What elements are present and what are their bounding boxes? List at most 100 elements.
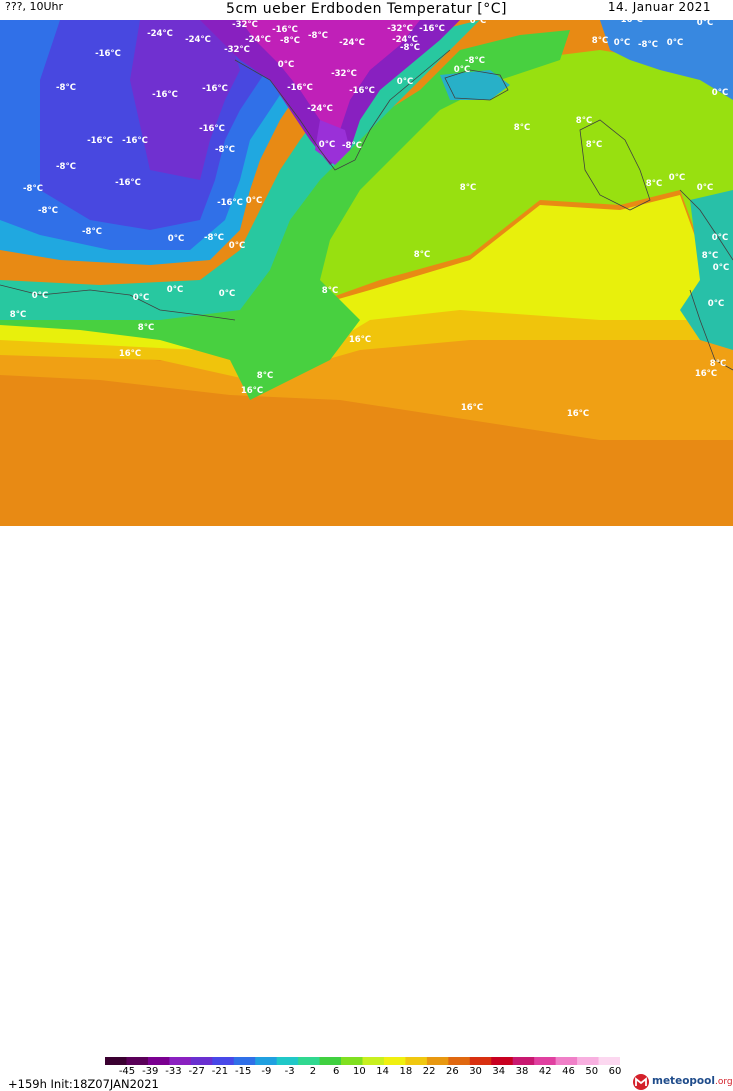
- temperature-label: 8°C: [646, 179, 662, 189]
- temperature-label: -8°C: [56, 162, 76, 172]
- coastline-iberia: [689, 289, 733, 371]
- iceland-cold: [440, 70, 510, 100]
- temperature-label: -8°C: [638, 40, 658, 50]
- valid-time-label: ???, 10Uhr: [5, 0, 64, 13]
- temperature-label: -24°C: [185, 35, 211, 45]
- logo-brand: meteopool: [652, 1075, 715, 1087]
- color-scale-tick-label: 46: [562, 1066, 575, 1077]
- color-scale-swatch: [577, 1057, 600, 1065]
- color-scale-swatch: [362, 1057, 385, 1065]
- temperature-label: 8°C: [576, 116, 592, 126]
- temperature-label: -8°C: [342, 141, 362, 151]
- coastline-british-isles: [579, 119, 651, 211]
- color-scale-swatch: [405, 1057, 428, 1065]
- color-scale-tick-label: 38: [515, 1066, 529, 1077]
- color-scale-tick-label: 34: [492, 1066, 506, 1077]
- color-scale-tick-label: 42: [538, 1066, 552, 1077]
- coastline-iceland: [444, 69, 509, 101]
- temperature-label: -8°C: [280, 36, 300, 46]
- temperature-label: 16°C: [567, 409, 589, 419]
- meteopool-logo-text: meteopool.org: [652, 1073, 733, 1090]
- zone-minus21c: [130, 20, 240, 180]
- temperature-label: -16°C: [217, 198, 243, 208]
- temperature-label: 0°C: [278, 60, 294, 70]
- temperature-label: -24°C: [245, 35, 271, 45]
- coastlines: [0, 49, 733, 371]
- temperature-label: 8°C: [592, 36, 608, 46]
- temperature-label: 8°C: [10, 310, 26, 320]
- color-scale-swatch: [147, 1057, 170, 1065]
- color-scale-tick-label: 30: [469, 1066, 482, 1077]
- color-scale-swatch: [255, 1057, 278, 1065]
- map-header: ???, 10Uhr 5cm ueber Erdboden Temperatur…: [0, 0, 733, 20]
- temperature-label: -32°C: [331, 69, 357, 79]
- temperature-label: 0°C: [219, 289, 235, 299]
- greenland-south-tip: [315, 120, 350, 165]
- temperature-label: -16°C: [272, 25, 298, 35]
- color-scale-swatch: [383, 1057, 406, 1065]
- temperature-label: 0°C: [168, 234, 184, 244]
- temperature-label: -16°C: [152, 90, 178, 100]
- temperature-label: -16°C: [349, 86, 375, 96]
- color-scale-swatch: [298, 1057, 321, 1065]
- temperature-label: -8°C: [308, 31, 328, 41]
- temperature-labels: -24°C-32°C -16°C-24°C -24°C -8°C -8°C-32°C-2…: [10, 20, 729, 419]
- temperature-label: -32°C: [232, 20, 258, 30]
- temperature-label: 0°C: [167, 285, 183, 295]
- model-run-info: +159h Init:18Z07JAN2021: [8, 1077, 159, 1091]
- temperature-label: -16°C: [115, 178, 141, 188]
- temperature-label: 8°C: [414, 250, 430, 260]
- color-scale-swatch: [276, 1057, 299, 1065]
- europe-coast: [680, 190, 733, 350]
- color-scale-tick-label: 26: [445, 1066, 459, 1077]
- color-scale-tick-label: -15: [235, 1066, 252, 1077]
- temperature-label: 0°C: [32, 291, 48, 301]
- temperature-label: 8°C: [514, 123, 530, 133]
- temperature-label: -16°C: [95, 49, 121, 59]
- temperature-label: 0°C: [712, 88, 728, 98]
- temperature-label: 0°C: [454, 65, 470, 75]
- color-scale-tick-label: -33: [165, 1066, 182, 1077]
- temperature-label: -8°C: [82, 227, 102, 237]
- color-scale-swatch: [555, 1057, 578, 1065]
- color-scale-swatch: [319, 1057, 342, 1065]
- temperature-label: -16°C: [122, 136, 148, 146]
- temperature-label: -16°C: [202, 84, 228, 94]
- color-scale-tick-label: 2: [309, 1066, 317, 1077]
- color-scale-tick-label: 50: [585, 1066, 599, 1077]
- temperature-label: -24°C: [392, 35, 418, 45]
- meteopool-logo-icon: [633, 1074, 649, 1090]
- color-scale-swatch: [512, 1057, 535, 1065]
- temperature-label: 0°C: [470, 20, 486, 26]
- zone-8c: [0, 50, 733, 325]
- color-scale-tick-label: 6: [332, 1066, 340, 1077]
- temperature-label: 0°C: [229, 241, 245, 251]
- color-scale-swatch: [426, 1057, 449, 1065]
- temperature-label: -8°C: [215, 145, 235, 155]
- temperature-label: -16°C: [199, 124, 225, 134]
- zone-10c: [0, 195, 733, 365]
- color-scale-swatch: [212, 1057, 235, 1065]
- color-scale-tick-label: -3: [284, 1066, 295, 1077]
- temperature-map: -24°C-32°C -16°C-24°C -24°C -8°C -8°C-32°C-2…: [0, 20, 733, 526]
- color-scale-tick-label: 22: [422, 1066, 436, 1077]
- temperature-label: 16°C: [695, 369, 717, 379]
- color-scale-swatch: [491, 1057, 514, 1065]
- temperature-label: -24°C: [147, 29, 173, 39]
- greenland-core: [240, 20, 420, 130]
- temperature-label: 8°C: [460, 183, 476, 193]
- temperature-label: -16°C: [287, 83, 313, 93]
- color-scale-bar: [105, 1057, 620, 1065]
- color-scale-swatch: [105, 1057, 127, 1065]
- temperature-label: -8°C: [204, 233, 224, 243]
- temperature-label: 0°C: [667, 38, 683, 48]
- color-scale-tick-label: 14: [376, 1066, 389, 1077]
- temperature-label: 16°C: [119, 349, 141, 359]
- temperature-label: 8°C: [138, 323, 154, 333]
- temperature-label: 16°C: [461, 403, 483, 413]
- color-scale-swatch: [598, 1057, 620, 1065]
- color-scale-tick-label: 60: [608, 1066, 622, 1077]
- temperature-label: 8°C: [702, 251, 718, 261]
- temperature-label: 0°C: [319, 140, 335, 150]
- temperature-label: 0°C: [246, 196, 262, 206]
